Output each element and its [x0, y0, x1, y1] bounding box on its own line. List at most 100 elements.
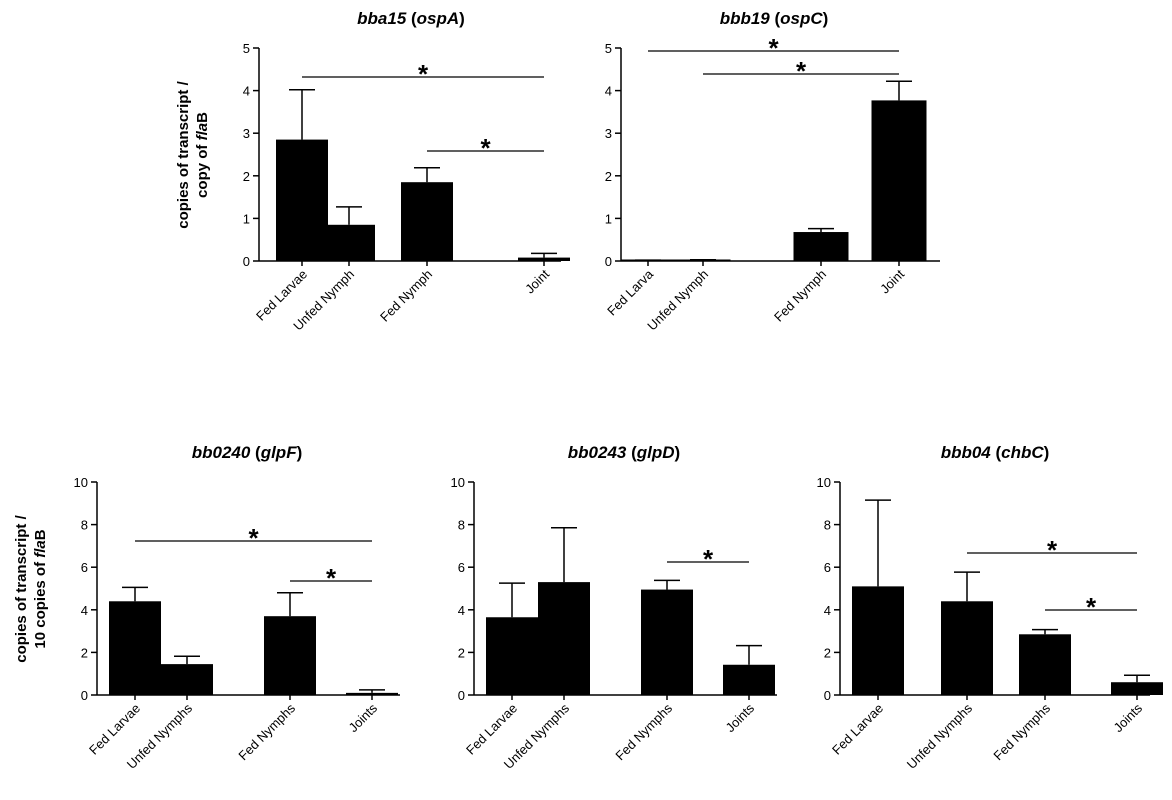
y-tick-label: 4: [458, 603, 465, 618]
category-label: Joint: [522, 266, 552, 296]
y-axis-label-italic: fla: [32, 540, 49, 558]
title-open-paren: (: [991, 443, 1002, 462]
bar: [346, 692, 398, 695]
category-label: Fed Nymphs: [990, 700, 1053, 763]
y-tick-label: 4: [81, 603, 88, 618]
title-protein: glpD: [636, 443, 675, 462]
y-tick-label: 4: [243, 84, 250, 99]
category-label: Fed Larva: [604, 266, 657, 319]
bar: [538, 582, 590, 695]
y-tick-label: 0: [81, 688, 88, 703]
y-axis-label-line1: copies of transcript /: [13, 514, 30, 662]
bar: [323, 224, 375, 261]
y-tick-label: 6: [81, 560, 88, 575]
title-gene: bb0240: [192, 443, 251, 462]
category-label: Fed Nymphs: [235, 700, 298, 763]
y-tick-label: 1: [605, 211, 612, 226]
title-open-paren: (: [406, 9, 417, 28]
y-axis-label-prefix: 10 copies of: [32, 558, 49, 649]
y-tick-label: 2: [458, 645, 465, 660]
category-label: Fed Larvae: [463, 701, 520, 758]
y-tick-label: 3: [243, 126, 250, 141]
bar: [486, 617, 538, 695]
significance-star: *: [796, 56, 807, 86]
y-axis-label: copies of transcript /10 copies of flaB: [13, 514, 49, 662]
title-close-paren: ): [675, 443, 681, 462]
category-label: Joint: [877, 266, 907, 296]
significance-star: *: [768, 33, 779, 63]
y-tick-label: 5: [243, 41, 250, 56]
y-tick-label: 2: [824, 645, 831, 660]
significance-star: *: [480, 133, 491, 163]
y-tick-label: 5: [605, 41, 612, 56]
y-tick-label: 0: [458, 688, 465, 703]
bar: [1019, 634, 1071, 695]
y-axis-label: copies of transcript / copy of flaB: [175, 80, 211, 228]
y-tick-label: 4: [605, 84, 612, 99]
y-tick-label: 8: [458, 518, 465, 533]
y-axis-label-italic: fla: [194, 123, 211, 141]
bar: [161, 664, 213, 695]
bar: [518, 257, 570, 261]
y-tick-label: 10: [451, 475, 465, 490]
y-axis-label-line2: copy of flaB: [194, 112, 211, 198]
bar: [723, 664, 775, 695]
y-tick-label: 2: [81, 645, 88, 660]
bar: [264, 616, 316, 695]
chart-title: bb0240 (glpF): [192, 443, 303, 462]
title-close-paren: ): [459, 9, 465, 28]
title-protein: ospC: [780, 9, 823, 28]
title-close-paren: ): [1044, 443, 1050, 462]
chart-title: bb0243 (glpD): [568, 443, 680, 462]
title-protein: chbC: [1001, 443, 1044, 462]
y-tick-label: 3: [605, 126, 612, 141]
bar: [793, 232, 849, 261]
y-tick-label: 0: [243, 254, 250, 269]
bar: [641, 589, 693, 695]
bar: [276, 139, 328, 261]
y-tick-label: 6: [824, 560, 831, 575]
category-label: Unfed Nymphs: [904, 700, 976, 772]
y-tick-label: 10: [74, 475, 88, 490]
title-gene: bbb04: [941, 443, 992, 462]
bar: [1111, 682, 1163, 695]
bar: [401, 182, 453, 261]
y-tick-label: 1: [243, 211, 250, 226]
y-tick-label: 8: [81, 518, 88, 533]
title-gene: bba15: [357, 9, 407, 28]
significance-star: *: [326, 563, 337, 593]
significance-star: *: [248, 523, 259, 553]
y-axis-label-prefix: copy of: [194, 140, 211, 198]
significance-star: *: [418, 59, 429, 89]
category-label: Joints: [722, 700, 757, 735]
y-tick-label: 0: [605, 254, 612, 269]
y-tick-label: 4: [824, 603, 831, 618]
title-close-paren: ): [823, 9, 829, 28]
title-open-paren: (: [250, 443, 261, 462]
chart-title: bba15 (ospA): [357, 9, 465, 28]
category-label: Fed Larvae: [86, 701, 143, 758]
category-label: Fed Nymph: [377, 267, 435, 325]
bar: [941, 601, 993, 695]
title-protein: glpF: [260, 443, 297, 462]
y-axis-label-suffix: B: [194, 112, 211, 123]
y-tick-label: 2: [243, 169, 250, 184]
category-label: Joints: [1110, 700, 1145, 735]
title-protein: ospA: [417, 9, 460, 28]
y-tick-label: 10: [817, 475, 831, 490]
significance-star: *: [1047, 535, 1058, 565]
significance-star: *: [1086, 592, 1097, 622]
category-label: Joints: [345, 700, 380, 735]
y-axis-label-line1: copies of transcript /: [175, 80, 192, 228]
title-gene: bb0243: [568, 443, 627, 462]
title-open-paren: (: [770, 9, 781, 28]
y-axis-label-suffix: B: [32, 529, 49, 540]
category-label: Fed Nymphs: [612, 700, 675, 763]
y-tick-label: 6: [458, 560, 465, 575]
significance-star: *: [703, 544, 714, 574]
